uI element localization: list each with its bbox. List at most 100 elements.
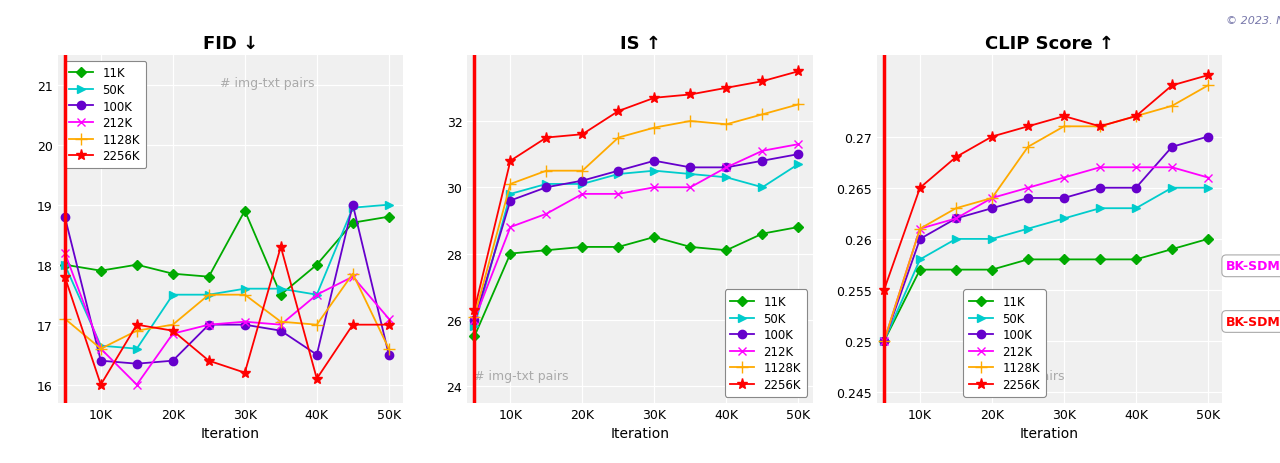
11K <box>539 248 554 253</box>
Line: 2256K: 2256K <box>59 242 394 390</box>
Line: 50K: 50K <box>879 184 1212 346</box>
212K <box>791 142 806 148</box>
212K <box>718 165 733 171</box>
50K <box>948 237 964 242</box>
50K <box>503 192 518 197</box>
50K <box>346 206 361 211</box>
11K <box>273 292 288 298</box>
100K <box>646 159 662 164</box>
1128K <box>346 271 361 277</box>
Text: BK-SDM-Small-2M: BK-SDM-Small-2M <box>1226 315 1280 328</box>
1128K <box>1092 124 1107 130</box>
100K <box>1201 134 1216 140</box>
Line: 11K: 11K <box>881 236 1211 345</box>
212K <box>381 316 397 322</box>
11K <box>467 334 483 339</box>
2256K <box>1092 124 1107 130</box>
50K <box>646 169 662 174</box>
Line: 212K: 212K <box>879 164 1212 346</box>
X-axis label: Iteration: Iteration <box>611 426 669 440</box>
100K <box>503 198 518 204</box>
50K <box>165 292 180 298</box>
2256K <box>913 186 928 191</box>
Legend: 11K, 50K, 100K, 212K, 1128K, 2256K: 11K, 50K, 100K, 212K, 1128K, 2256K <box>724 290 806 397</box>
100K <box>467 317 483 323</box>
100K <box>1129 186 1144 191</box>
2256K <box>503 159 518 164</box>
50K <box>58 263 73 268</box>
212K <box>1165 165 1180 171</box>
1128K <box>575 169 590 174</box>
2256K <box>237 370 252 375</box>
11K <box>948 267 964 273</box>
11K <box>755 232 771 237</box>
11K <box>165 271 180 277</box>
11K <box>237 208 252 214</box>
11K <box>58 263 73 268</box>
100K <box>913 237 928 242</box>
Line: 50K: 50K <box>470 161 803 331</box>
100K <box>984 206 1000 212</box>
50K <box>1129 206 1144 212</box>
1128K <box>201 292 216 298</box>
212K <box>877 339 892 344</box>
11K <box>201 274 216 280</box>
212K <box>575 192 590 197</box>
11K <box>913 267 928 273</box>
212K <box>646 185 662 191</box>
11K <box>791 225 806 230</box>
50K <box>539 182 554 188</box>
1128K <box>1201 83 1216 89</box>
11K <box>93 269 109 274</box>
11K <box>1129 257 1144 263</box>
212K <box>503 225 518 230</box>
212K <box>539 212 554 217</box>
50K <box>718 175 733 181</box>
1128K <box>1165 104 1180 109</box>
X-axis label: Iteration: Iteration <box>1020 426 1079 440</box>
100K <box>165 358 180 363</box>
2256K <box>755 79 771 85</box>
2256K <box>201 358 216 363</box>
Line: 2256K: 2256K <box>468 67 804 316</box>
11K <box>682 244 698 250</box>
100K <box>539 185 554 191</box>
2256K <box>346 322 361 328</box>
212K <box>129 382 145 388</box>
212K <box>1020 186 1036 191</box>
212K <box>201 322 216 328</box>
212K <box>93 346 109 352</box>
1128K <box>913 226 928 232</box>
100K <box>1092 186 1107 191</box>
11K <box>575 244 590 250</box>
50K <box>984 237 1000 242</box>
50K <box>1165 186 1180 191</box>
100K <box>237 322 252 328</box>
Text: BK-SDM-Small: BK-SDM-Small <box>1226 260 1280 273</box>
50K <box>1201 186 1216 191</box>
1128K <box>611 136 626 141</box>
212K <box>1056 175 1071 181</box>
212K <box>1129 165 1144 171</box>
1128K <box>165 322 180 328</box>
Title: CLIP Score ↑: CLIP Score ↑ <box>986 35 1114 53</box>
Line: 100K: 100K <box>879 133 1212 346</box>
11K <box>646 235 662 240</box>
100K <box>273 328 288 334</box>
2256K <box>273 244 288 250</box>
11K <box>310 263 325 268</box>
1128K <box>984 196 1000 201</box>
50K <box>237 286 252 292</box>
2256K <box>646 96 662 101</box>
2256K <box>467 307 483 313</box>
50K <box>129 346 145 352</box>
2256K <box>1165 83 1180 89</box>
1128K <box>381 346 397 352</box>
100K <box>346 202 361 208</box>
50K <box>93 343 109 349</box>
1128K <box>646 125 662 131</box>
50K <box>791 162 806 168</box>
1128K <box>93 346 109 352</box>
Line: 1128K: 1128K <box>468 99 805 323</box>
1128K <box>682 119 698 125</box>
